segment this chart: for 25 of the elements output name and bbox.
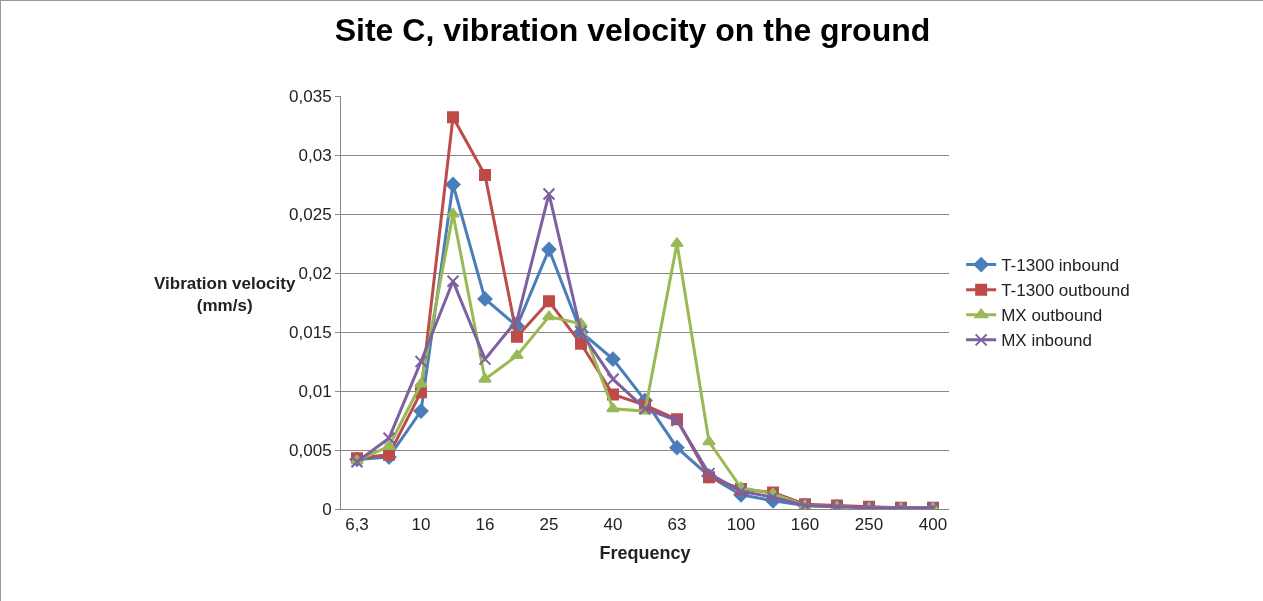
x-tick-label: 10 — [411, 515, 431, 535]
x-axis-title: Frequency — [599, 542, 691, 563]
x-tick-label: 40 — [603, 515, 623, 535]
x-tick-label: 100 — [726, 515, 756, 535]
y-axis-title: Vibration velocity (mm/s) — [154, 274, 296, 316]
x-tick-label: 400 — [918, 515, 948, 535]
y-tick-label: 0,03 — [298, 145, 332, 165]
x-tick-label: 160 — [790, 515, 820, 535]
x-tick-label: 63 — [667, 515, 687, 535]
y-tick-label: 0,005 — [289, 440, 332, 460]
x-tick-label: 250 — [854, 515, 884, 535]
y-tick-label: 0 — [322, 499, 332, 519]
y-tick-label: 0,02 — [298, 263, 332, 283]
legend-label: MX outbound — [1001, 306, 1103, 326]
y-tick-label: 0,025 — [289, 204, 332, 224]
legend-label: T-1300 outbound — [1001, 281, 1130, 301]
legend-label: T-1300 inbound — [1001, 256, 1120, 276]
x-tick-label: 16 — [475, 515, 495, 535]
legend-label: MX inbound — [1001, 331, 1092, 351]
x-tick-label: 25 — [539, 515, 559, 535]
y-tick-label: 0,01 — [298, 381, 332, 401]
y-tick-label: 0,015 — [289, 322, 332, 342]
x-tick-label: 6,3 — [345, 515, 369, 535]
chart-title: Site C, vibration velocity on the ground — [334, 12, 931, 49]
y-tick-label: 0,035 — [289, 86, 332, 106]
